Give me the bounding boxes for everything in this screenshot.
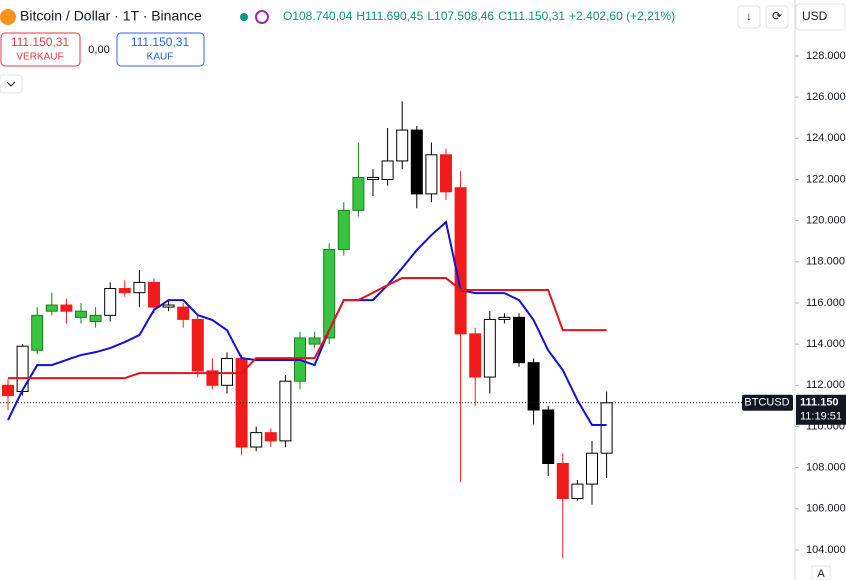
indicator-line: [7, 220, 607, 427]
candle-body: [308, 337, 321, 345]
buy-label: KAUF: [147, 52, 174, 63]
candle-body: [206, 370, 219, 386]
y-tick-label: 114.000: [806, 338, 845, 350]
symbol-label: BTCUSD: [744, 397, 789, 409]
candle-body: [75, 310, 87, 318]
candle-body: [177, 306, 190, 320]
y-tick-label: 106.000: [806, 503, 846, 515]
button[interactable]: [737, 5, 761, 29]
candle-body: [542, 409, 555, 465]
candle-body: [162, 304, 175, 308]
last-price: 111.150: [800, 397, 839, 409]
candle-body: [571, 483, 584, 499]
auto-label: A: [817, 568, 825, 580]
candle-body: [498, 316, 511, 320]
spread: 0,00: [88, 44, 109, 56]
candle-body: [148, 281, 160, 308]
ohlc-value: H111.690,45: [356, 9, 423, 23]
candle-body: [440, 154, 452, 193]
y-tick-label: 112.000: [806, 379, 845, 391]
candle-body: [104, 288, 117, 316]
chart-title: Bitcoin / Dollar · 1T · Binance: [20, 8, 202, 24]
y-tick-label: 104.000: [806, 544, 846, 556]
ohlc-value: O108.740,04: [283, 9, 353, 23]
price-axis: [795, 0, 846, 580]
sell-label: VERKAUF: [16, 52, 63, 63]
candle-body: [89, 314, 102, 322]
change: +2.402,60 (+2,21%): [569, 9, 675, 23]
coin-icon: [0, 9, 16, 25]
sell-button[interactable]: [0, 32, 81, 67]
candle-body: [513, 316, 525, 364]
countdown: 11:19:51: [800, 411, 842, 423]
candle-body: [425, 154, 438, 195]
share-icon[interactable]: [255, 10, 269, 24]
auto-button[interactable]: [811, 565, 831, 580]
button[interactable]: [765, 5, 789, 29]
candle-body: [556, 463, 569, 499]
candle-body: [191, 318, 204, 372]
currency: USD: [802, 9, 828, 23]
candle-body: [45, 304, 58, 312]
status-dot: [240, 13, 248, 21]
candle-body: [323, 248, 336, 339]
collapse-button[interactable]: [0, 74, 23, 94]
y-tick-label: 124.000: [806, 132, 846, 144]
candle-body: [396, 129, 409, 162]
candle-body: [264, 432, 277, 442]
y-tick-label: 120.000: [806, 215, 846, 227]
plot-area: BTCUSD: [0, 101, 795, 559]
chevron: [6, 81, 16, 87]
buy-button[interactable]: [116, 32, 205, 67]
button-icon: ⟳: [772, 9, 782, 23]
candle-body: [133, 281, 146, 294]
indicator-line: [8, 277, 607, 380]
button-icon: ↓: [746, 9, 752, 23]
y-tick-label: 118.000: [806, 256, 845, 268]
symbol-box: [742, 394, 793, 411]
ohlc-value: L107.508,46: [427, 9, 494, 23]
candle-body: [527, 362, 540, 411]
candle-body: [250, 432, 263, 448]
y-tick-label: 116.000: [806, 297, 845, 309]
ohlc-value: C111.150,31: [498, 9, 565, 23]
candle-body: [600, 402, 613, 454]
candle-body: [586, 452, 598, 485]
buy-price: 111.150,31: [131, 35, 190, 49]
candle-body: [31, 314, 44, 351]
sell-price: 111.150,31: [11, 35, 70, 49]
candle-body: [454, 187, 467, 335]
candle-body: [410, 129, 423, 195]
y-tick-label: 108.000: [806, 462, 846, 474]
price-box: [796, 394, 846, 425]
currency-button[interactable]: [795, 3, 846, 31]
candle-body: [469, 333, 482, 378]
candle-body: [381, 160, 394, 180]
candle-body: [367, 176, 379, 180]
candle-body: [352, 176, 365, 211]
y-tick-label: 122.000: [806, 173, 846, 185]
candle-body: [2, 384, 14, 397]
ohlc-values: O108.740,04 H111.690,45 L107.508,46 C111.15…: [283, 9, 675, 23]
y-tick-label: 128.000: [806, 50, 846, 62]
candle-body: [483, 318, 496, 378]
axis-labels: 104.000106.000108.000110.000112.000114.0…: [795, 50, 846, 556]
candle-body: [279, 380, 292, 442]
candle-body: [60, 304, 73, 312]
candle-body: [221, 358, 233, 386]
candle-body: [337, 209, 350, 250]
y-tick-label: 126.000: [806, 91, 846, 103]
candle-body: [118, 288, 131, 294]
